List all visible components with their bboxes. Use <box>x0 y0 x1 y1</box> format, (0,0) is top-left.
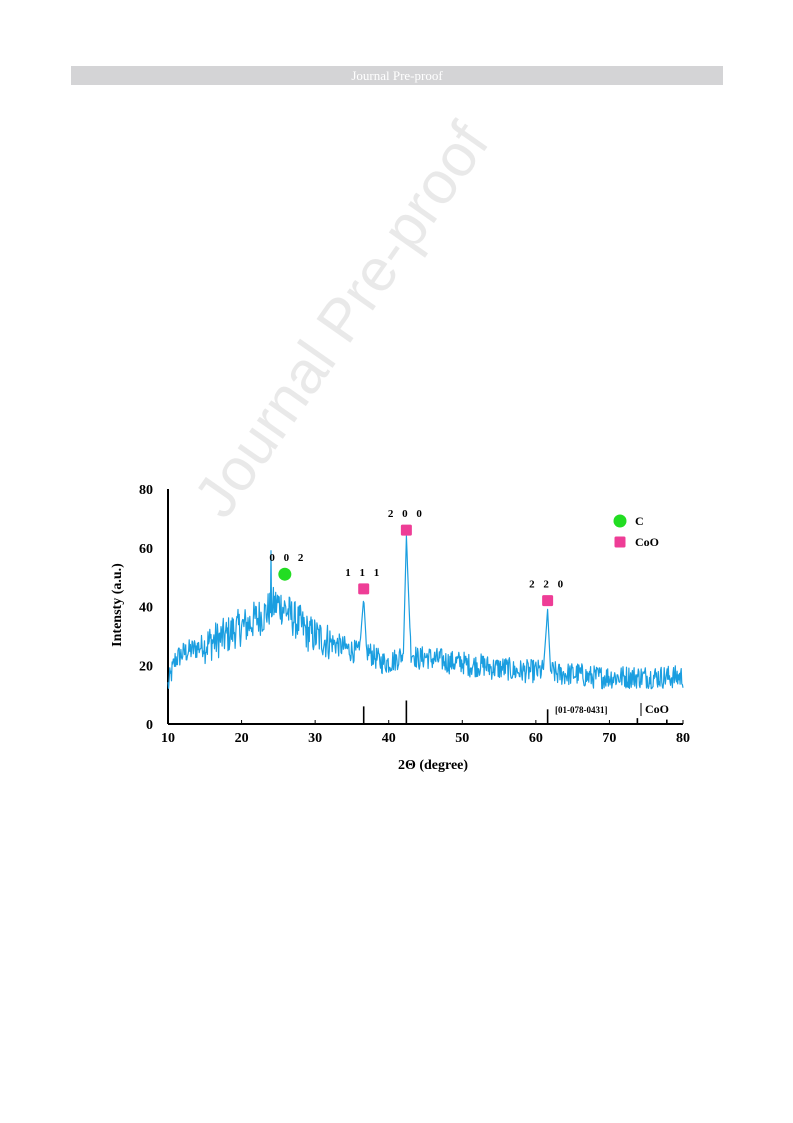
y-tick-label: 40 <box>139 601 153 616</box>
y-tick-label: 60 <box>139 542 153 557</box>
y-tick-label: 80 <box>139 483 153 498</box>
x-tick-label: 20 <box>235 731 249 746</box>
reference-phase-label: CoO <box>645 702 669 716</box>
coo-peak-marker <box>400 524 412 536</box>
hkl-label: 2 0 0 <box>388 508 425 520</box>
tick-labels: 10 20 30 40 50 60 70 80 0 20 40 60 80 <box>139 483 690 746</box>
peak-annotations: 0 0 2 1 1 1 2 0 0 2 2 0 <box>269 508 566 607</box>
coo-peak-marker <box>542 595 554 607</box>
coo-peak-marker <box>358 583 370 595</box>
chart-axes <box>167 489 683 725</box>
x-tick-label: 60 <box>529 731 543 746</box>
chart-legend: C CoO <box>613 514 659 549</box>
y-axis-title: Intensty (a.u.) <box>110 563 125 647</box>
hkl-label: 1 1 1 <box>345 567 382 579</box>
legend-circle-icon <box>613 514 627 528</box>
x-tick-label: 50 <box>455 731 469 746</box>
journal-banner: Journal Pre-proof <box>71 66 723 85</box>
y-tick-label: 20 <box>139 659 153 674</box>
legend-label: CoO <box>635 535 659 549</box>
hkl-label: 0 0 2 <box>269 552 306 564</box>
legend-square-icon <box>614 536 626 548</box>
y-tick-label: 0 <box>146 718 153 733</box>
carbon-peak-marker <box>278 567 292 581</box>
x-tick-label: 80 <box>676 731 690 746</box>
hkl-label: 2 2 0 <box>529 579 566 591</box>
x-tick-label: 30 <box>308 731 322 746</box>
x-tick-label: 40 <box>382 731 396 746</box>
legend-label: C <box>635 514 644 528</box>
x-axis-title: 2Θ (degree) <box>398 758 468 773</box>
x-tick-label: 10 <box>161 731 175 746</box>
xrd-series-line <box>167 535 684 690</box>
x-tick-label: 70 <box>602 731 616 746</box>
reference-pattern: [01-078-0431] CoO <box>362 700 669 724</box>
reference-code-label: [01-078-0431] <box>555 705 608 715</box>
